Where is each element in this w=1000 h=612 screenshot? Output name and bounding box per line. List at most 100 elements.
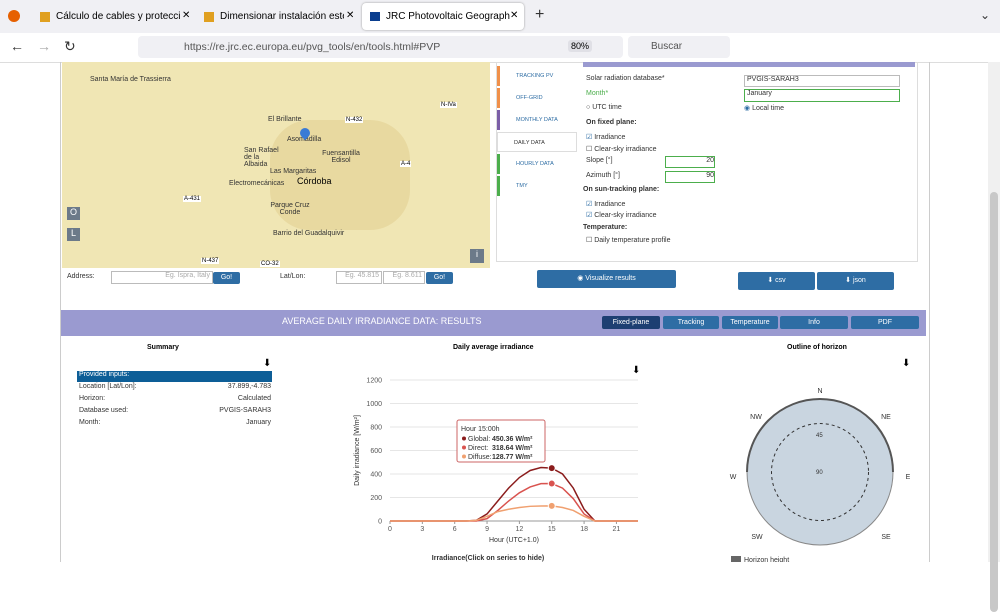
x-tick-label: 0 (388, 526, 392, 533)
address-input[interactable]: Eg. Ispra, Italy (111, 271, 213, 284)
place-label: Córdoba (297, 176, 332, 186)
tab-close[interactable]: ✕ (182, 10, 191, 21)
chart-title: Daily average irradiance (453, 344, 534, 351)
direction-label: NW (750, 414, 762, 421)
visualize-button[interactable]: ◉ Visualize results (537, 270, 676, 288)
road-label: A-431 (183, 196, 202, 202)
slope-label: Slope [°] (586, 157, 613, 164)
checkbox[interactable]: ☑ Clear-sky irradiance (586, 212, 657, 219)
database-label: Solar radiation database* (586, 75, 665, 82)
place-label: Fuensantilla Edisol (322, 150, 360, 164)
download-icon[interactable]: ⬇ (263, 358, 272, 369)
address-go[interactable]: Go! (213, 272, 240, 284)
series-line (390, 466, 638, 522)
summary-key: Month: (79, 419, 101, 426)
scroll-thumb[interactable] (990, 192, 998, 612)
local-radio[interactable]: ◉ Local time (744, 105, 784, 112)
tool-tab[interactable]: HOURLY DATA (497, 154, 577, 174)
ring (771, 423, 869, 521)
tool-tab-active[interactable]: DAILY DATA (497, 132, 577, 152)
direction-label: N (817, 388, 822, 395)
tab-close[interactable]: ✕ (510, 10, 519, 21)
tab-list[interactable]: ⌄ (980, 8, 991, 22)
zoom-level[interactable]: 80% (568, 40, 593, 52)
tab-close[interactable]: ✕ (346, 10, 355, 21)
search-bar[interactable] (628, 36, 730, 58)
road-label: N-432 (345, 117, 364, 123)
road-label: CO-32 (260, 261, 280, 267)
place-label: Barrio del Guadalquivir (273, 230, 345, 237)
results-title: AVERAGE DAILY IRRADIANCE DATA: RESULTS (282, 316, 482, 326)
lon-input[interactable]: Eg. 8.611 (383, 271, 425, 284)
legend-swatch (731, 556, 741, 562)
latlon-go[interactable]: Go! (426, 272, 453, 284)
direction-label: E (906, 474, 911, 481)
browser-icon[interactable] (8, 10, 20, 22)
section-label: Temperature: (583, 224, 628, 231)
x-tick-label: 3 (420, 526, 424, 533)
azimuth-label: Azimuth [°] (586, 172, 620, 179)
map-layer-button[interactable]: L (67, 228, 80, 241)
page-frame (60, 62, 930, 562)
url: https://re.jrc.ec.europa.eu/pvg_tools/en… (184, 41, 441, 53)
new-tab[interactable]: + (535, 6, 545, 23)
y-tick-label: 400 (370, 472, 382, 479)
database-select[interactable]: PVGIS-SARAH3 (744, 75, 900, 87)
checkbox[interactable]: ☑ Irradiance (586, 134, 626, 141)
map-info-button[interactable]: i (470, 249, 484, 263)
result-tab[interactable]: Tracking (663, 316, 719, 329)
tool-tab[interactable]: TMY (497, 176, 577, 196)
highlight-point (547, 501, 556, 510)
back-button[interactable]: ← (10, 38, 24, 54)
tool-tab[interactable]: OFF-GRID (497, 88, 577, 108)
tab[interactable]: Cálculo de cables y proteccione✕ (32, 4, 192, 29)
checkbox[interactable]: ☐ Clear-sky irradiance (586, 146, 657, 153)
result-tab[interactable]: Fixed-plane (602, 316, 660, 329)
lat-input[interactable]: Eg. 45.815 (336, 271, 382, 284)
chart-layer: 0 200 400 600 800 1000 1200 0 3 6 9 12 15 18 21 Hour (U… (354, 378, 911, 562)
azimuth-input[interactable]: 90 (665, 171, 715, 183)
month-select[interactable]: January (744, 89, 900, 102)
favicon (204, 12, 214, 22)
summary-key: Database used: (79, 407, 129, 414)
result-tab[interactable]: PDF (851, 316, 919, 329)
summary-key: Horizon: (79, 395, 106, 402)
map-layer-button[interactable]: O (67, 207, 80, 220)
tool-tab[interactable]: MONTHLY DATA (497, 110, 577, 130)
reload-button[interactable]: ↻ (64, 38, 76, 54)
ring-label: 90 (816, 470, 823, 476)
tooltip-value: 128.77 W/m² (492, 454, 533, 461)
result-tab[interactable]: Temperature (722, 316, 778, 329)
legend-label: Horizon height (744, 557, 789, 562)
checkbox[interactable]: ☑ Irradiance (586, 201, 626, 208)
month-label: Month* (586, 90, 609, 97)
checkbox-label: Irradiance (594, 134, 626, 141)
button-label: json (852, 277, 866, 284)
y-tick-label: 1200 (366, 378, 382, 385)
checkbox-label: Daily temperature profile (594, 237, 671, 244)
direction-label: W (730, 474, 737, 481)
utc-radio[interactable]: ○ UTC time (586, 104, 622, 111)
result-tab[interactable]: Info (780, 316, 848, 329)
checkbox-label: Clear-sky irradiance (594, 146, 657, 153)
forward-button[interactable]: → (37, 38, 51, 54)
download-icon[interactable]: ⬇ (902, 358, 911, 369)
x-tick-label: 15 (548, 526, 556, 533)
download-icon[interactable]: ⬇ (632, 365, 641, 376)
active-tab[interactable]: JRC Photovoltaic Geographical✕ (362, 3, 524, 30)
tool-tab[interactable]: TRACKING PV (497, 66, 577, 86)
checkbox[interactable]: ☐ Daily temperature profile (586, 237, 671, 244)
tooltip-value: 318.64 W/m² (492, 445, 533, 452)
road-label: N-IVa (440, 102, 457, 108)
ring-label: 45 (816, 433, 823, 439)
csv-button[interactable]: ⬇ csv (738, 272, 815, 290)
json-button[interactable]: ⬇ json (817, 272, 894, 290)
slope-input[interactable]: 20 (665, 156, 715, 168)
utc-label: UTC time (592, 104, 622, 111)
place-label: Santa María de Trassierra (90, 76, 171, 83)
summary-value: January (246, 419, 271, 426)
highlight-point (547, 464, 556, 473)
tab[interactable]: Dimensionar instalación este o ✕ (196, 4, 358, 29)
url-bar[interactable] (138, 36, 623, 58)
